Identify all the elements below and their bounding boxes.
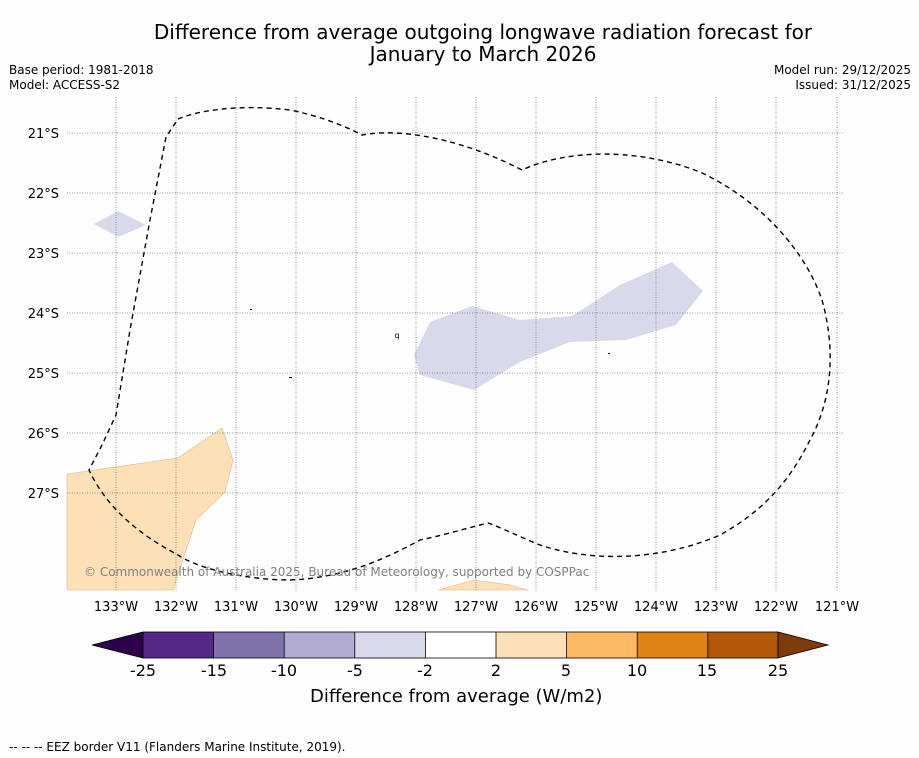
eez-footnote: -- -- -- EEZ border V11 (Flanders Marine… xyxy=(9,740,346,754)
colorbar-extend-high xyxy=(777,631,830,659)
graticule xyxy=(67,97,843,591)
colorbar-bin xyxy=(496,632,567,658)
island-label: q xyxy=(394,331,399,340)
colorbar-bin xyxy=(637,632,708,658)
colorbar-bin xyxy=(354,632,426,658)
eez-border xyxy=(88,106,831,581)
lat-label: 21°S xyxy=(28,127,59,142)
colorbar-tick-label: -10 xyxy=(270,661,298,680)
base-period: Base period: 1981-2018 xyxy=(9,63,154,77)
colorbar-bin xyxy=(425,632,496,658)
anomaly-small-west xyxy=(94,211,146,237)
colorbar-bin xyxy=(707,632,778,658)
lat-label: 27°S xyxy=(28,487,59,502)
lon-label: 122°W xyxy=(754,600,798,615)
map-title-line2: January to March 2026 xyxy=(369,42,597,66)
colorbar-tick-label: 25 xyxy=(767,661,789,680)
colorbar-title: Difference from average (W/m2) xyxy=(310,686,603,707)
colorbar xyxy=(91,631,830,659)
lon-label: 130°W xyxy=(274,600,318,615)
lon-label: 124°W xyxy=(634,600,678,615)
map-panel: q © Commonwealth of Australia 2025, Bure… xyxy=(28,97,859,615)
lat-label: 26°S xyxy=(28,427,59,442)
colorbar-tick-label: -2 xyxy=(417,661,433,680)
lon-label: 131°W xyxy=(214,600,258,615)
lon-label: 129°W xyxy=(334,600,378,615)
anomaly-southwest-positive xyxy=(66,427,234,591)
colorbar-bin xyxy=(213,632,285,658)
colorbar-extend-low xyxy=(91,631,144,659)
lat-label: 24°S xyxy=(28,307,59,322)
lon-label: 128°W xyxy=(394,600,438,615)
info-right: Model run: 29/12/2025 Issued: 31/12/2025 xyxy=(774,63,911,93)
lon-label: 132°W xyxy=(154,600,198,615)
map-title-line1: Difference from average outgoing longwav… xyxy=(153,20,813,44)
longitude-labels: 133°W 132°W 131°W 130°W 129°W 128°W 127°… xyxy=(94,600,859,615)
colorbar-bin xyxy=(143,632,214,658)
lon-label: 125°W xyxy=(574,600,618,615)
latitude-labels: 21°S 22°S 23°S 24°S 25°S 26°S 27°S xyxy=(28,127,59,502)
lat-label: 23°S xyxy=(28,247,59,262)
info-left: Base period: 1981-2018 Model: ACCESS-S2 xyxy=(9,63,154,93)
colorbar-bin xyxy=(566,632,638,658)
anomaly-south-positive xyxy=(437,579,529,591)
lat-label: 22°S xyxy=(28,187,59,202)
lon-label: 127°W xyxy=(454,600,498,615)
lon-label: 123°W xyxy=(694,600,738,615)
anomaly-central-band xyxy=(414,262,703,390)
model-run: Model run: 29/12/2025 xyxy=(773,63,911,77)
lon-label: 126°W xyxy=(514,600,558,615)
copyright-text: © Commonwealth of Australia 2025, Bureau… xyxy=(84,565,589,579)
island-marker xyxy=(250,309,252,310)
lon-label: 133°W xyxy=(94,600,138,615)
colorbar-frame xyxy=(142,631,779,659)
lon-label: 121°W xyxy=(815,600,859,615)
island-marker xyxy=(608,353,610,354)
colorbar-tick-label: 5 xyxy=(560,661,572,680)
colorbar-tick-label: 10 xyxy=(626,661,648,680)
issued-date: Issued: 31/12/2025 xyxy=(795,78,911,92)
colorbar-tick-label: 2 xyxy=(490,661,502,680)
lat-label: 25°S xyxy=(28,367,59,382)
colorbar-bin xyxy=(284,632,355,658)
colorbar-tick-label: -15 xyxy=(200,661,228,680)
colorbar-tick-label: 15 xyxy=(696,661,718,680)
colorbar-tick-label: -25 xyxy=(129,661,157,680)
colorbar-tick-label: -5 xyxy=(347,661,363,680)
island-marker xyxy=(289,377,292,378)
model-name: Model: ACCESS-S2 xyxy=(9,78,121,92)
